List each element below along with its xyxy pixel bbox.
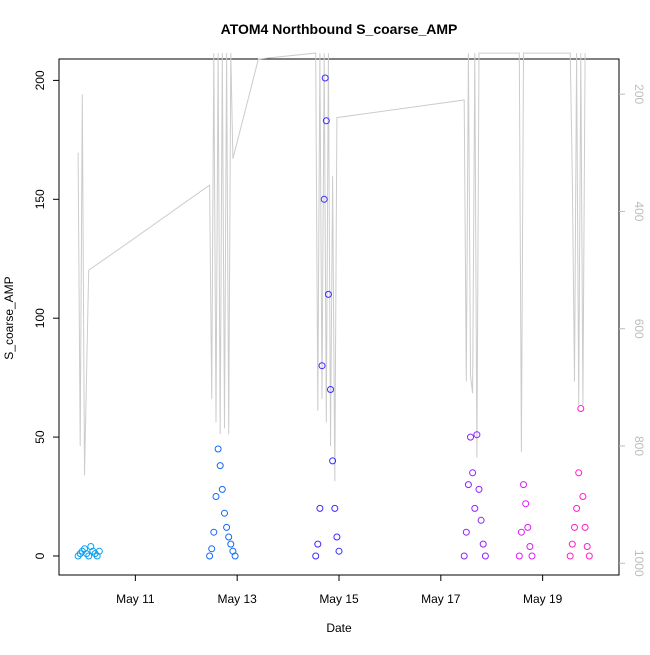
data-point-4 — [481, 552, 489, 560]
data-point-2 — [227, 540, 235, 548]
y2-tick-label: 800 — [632, 436, 646, 456]
data-point-3 — [321, 74, 329, 82]
x-tick-label: May 13 — [218, 592, 258, 606]
data-point-2 — [210, 528, 218, 536]
x-tick-label: May 15 — [319, 592, 359, 606]
y-axis: 0 50 100 150 200 — [33, 70, 59, 559]
secondary-series-line — [77, 52, 586, 482]
data-point-2 — [208, 545, 216, 553]
data-point-2 — [225, 533, 233, 541]
data-point-5 — [522, 500, 530, 508]
data-point-4 — [460, 552, 468, 560]
data-point-6 — [577, 405, 585, 412]
y-tick-label: 150 — [33, 189, 47, 209]
data-point-1 — [85, 552, 93, 560]
data-point-4 — [471, 504, 479, 512]
data-point-3 — [333, 533, 341, 541]
data-point-3 — [312, 552, 320, 560]
data-point-3 — [324, 290, 332, 298]
data-point-3 — [331, 504, 339, 512]
x-axis-label: Date — [326, 621, 352, 635]
data-point-3 — [329, 457, 337, 465]
chart-title: ATOM4 Northbound S_coarse_AMP — [221, 21, 458, 37]
data-point-5 — [524, 523, 532, 531]
x-tick-label: May 17 — [421, 592, 461, 606]
data-point-2 — [216, 462, 224, 470]
y2-tick-label: 400 — [632, 201, 646, 221]
data-point-6 — [585, 552, 593, 560]
data-point-5 — [517, 528, 525, 536]
data-point-1 — [95, 547, 103, 555]
points-layer — [74, 74, 593, 560]
secondary-y-axis: 200 400 600 800 1000 — [619, 84, 646, 577]
data-point-5 — [515, 552, 523, 560]
y-axis-label: S_coarse_AMP — [2, 276, 16, 359]
data-point-6 — [566, 552, 574, 560]
data-point-6 — [581, 523, 589, 531]
data-point-3 — [314, 540, 322, 548]
data-point-4 — [477, 516, 485, 524]
x-tick-label: May 19 — [523, 592, 563, 606]
data-point-6 — [575, 469, 583, 477]
data-point-2 — [212, 493, 220, 500]
data-point-4 — [464, 481, 472, 489]
y-tick-label: 100 — [33, 308, 47, 328]
data-point-4 — [467, 433, 474, 441]
data-point-3 — [335, 547, 343, 555]
secondary-line-layer — [77, 52, 586, 482]
plot-frame — [58, 58, 620, 576]
data-point-2 — [231, 552, 239, 560]
y2-tick-label: 1000 — [632, 550, 646, 577]
data-point-6 — [568, 540, 576, 548]
x-tick-label: May 11 — [116, 592, 155, 606]
data-point-2 — [221, 509, 228, 517]
data-point-6 — [579, 493, 587, 500]
data-point-5 — [528, 552, 536, 560]
data-point-6 — [573, 504, 581, 512]
data-point-5 — [526, 543, 534, 550]
y-tick-label: 200 — [33, 70, 47, 90]
data-point-6 — [571, 523, 578, 531]
data-point-3 — [327, 386, 334, 393]
data-point-6 — [583, 543, 591, 550]
data-point-2 — [206, 552, 214, 560]
data-point-4 — [475, 485, 483, 493]
data-point-2 — [223, 523, 231, 531]
data-point-3 — [318, 362, 326, 370]
data-point-4 — [473, 431, 481, 439]
y2-tick-label: 200 — [632, 84, 646, 104]
data-point-3 — [322, 117, 330, 125]
y-tick-label: 0 — [33, 552, 47, 559]
data-point-4 — [479, 540, 487, 548]
data-point-2 — [214, 445, 222, 453]
data-point-3 — [316, 504, 324, 512]
data-point-5 — [520, 481, 527, 489]
y-tick-label: 50 — [33, 430, 47, 444]
data-point-4 — [469, 469, 477, 477]
data-point-4 — [462, 528, 470, 536]
x-axis: May 11 May 13 May 15 May 17 May 19 — [116, 575, 563, 606]
y2-tick-label: 600 — [632, 319, 646, 339]
data-point-3 — [320, 195, 328, 203]
data-point-2 — [218, 485, 226, 493]
